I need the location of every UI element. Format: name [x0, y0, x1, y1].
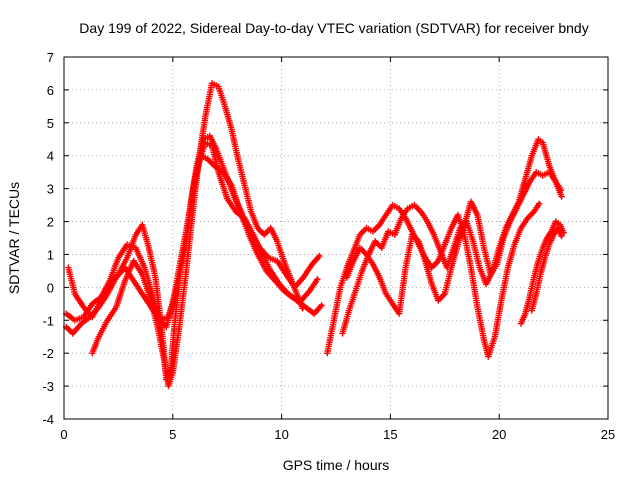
series-C: [65, 132, 323, 383]
y-tick-label: 7: [47, 50, 54, 65]
series-D: [89, 80, 306, 390]
x-axis-title: GPS time / hours: [283, 457, 390, 473]
grid: [64, 57, 608, 419]
series-G: [343, 169, 565, 317]
data-point: [557, 186, 565, 194]
x-tick-label: 15: [383, 427, 397, 442]
series-I: [528, 224, 565, 314]
series-H: [517, 218, 567, 327]
data-point: [558, 193, 565, 200]
plot-frame: [63, 56, 609, 420]
y-tick-label: 6: [47, 83, 54, 98]
y-tick-label: 0: [47, 280, 54, 295]
chart-title: Day 199 of 2022, Sidereal Day-to-day VTE…: [79, 20, 588, 36]
x-tick-label: 20: [492, 427, 506, 442]
x-tick-label: 25: [601, 427, 615, 442]
x-tick-label: 5: [169, 427, 176, 442]
x-tick-label: 0: [60, 427, 67, 442]
y-tick-label: 2: [47, 215, 54, 230]
y-tick-label: -2: [42, 346, 54, 361]
y-tick-label: -1: [42, 313, 54, 328]
data-point: [318, 302, 325, 309]
data-point: [299, 305, 306, 312]
data-series: [63, 80, 567, 390]
y-tick-label: 3: [47, 182, 54, 197]
y-tick-label: -4: [42, 412, 54, 427]
data-point: [536, 200, 543, 207]
y-tick-label: -3: [42, 379, 54, 394]
y-tick-label: 5: [47, 116, 54, 131]
data-point: [314, 276, 321, 283]
y-tick-label: 1: [47, 247, 54, 262]
data-point: [316, 252, 323, 260]
y-tick-label: 4: [47, 149, 54, 164]
series-line: [91, 82, 304, 387]
series-A: [63, 139, 325, 337]
data-point: [558, 232, 565, 240]
y-axis-title: SDTVAR / TECUs: [6, 182, 22, 294]
x-tick-label: 10: [274, 427, 288, 442]
